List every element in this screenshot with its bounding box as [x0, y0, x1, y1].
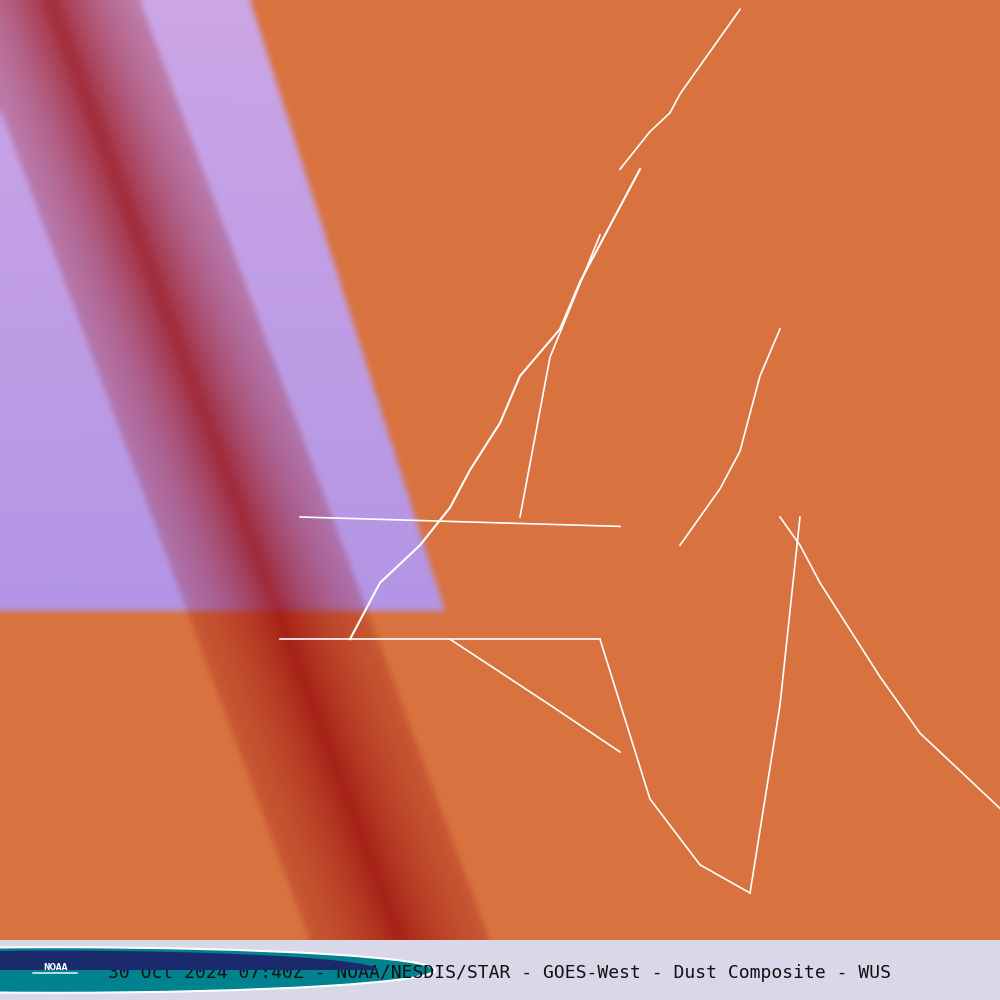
Text: 30 Oct 2024 07:40Z - NOAA/NESDIS/STAR - GOES-West - Dust Composite - WUS: 30 Oct 2024 07:40Z - NOAA/NESDIS/STAR - …: [108, 964, 892, 982]
Circle shape: [0, 947, 435, 993]
Wedge shape: [0, 951, 378, 970]
Text: NOAA: NOAA: [43, 962, 67, 972]
